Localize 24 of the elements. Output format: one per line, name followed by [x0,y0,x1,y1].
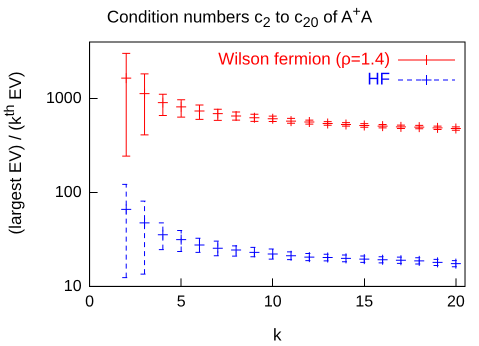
x-tick-label: 10 [264,293,282,310]
x-axis-title: k [273,325,282,344]
point [395,121,406,132]
point [267,113,278,124]
point [377,120,388,132]
y-tick-label: 10 [64,278,82,295]
point [432,122,444,134]
legend-label: HF [367,70,390,89]
y-tick-label: 1000 [46,90,82,107]
x-tick-label: 0 [85,293,94,310]
chart-title: Condition numbers c$_{2}$ to c$_{20}$ of A$^{+}$A [106,4,374,32]
point [358,120,370,131]
legend-label: Wilson fermion (ρ=1.4) [218,50,390,69]
point [304,116,315,128]
x-tick-label: 20 [446,293,465,310]
point [286,116,297,127]
point [414,122,425,133]
x-tick-label: 5 [176,293,186,310]
x-tick-label: 15 [355,293,374,310]
point [340,118,352,130]
point [176,234,187,246]
y-tick-label: 100 [54,184,82,201]
point [322,118,334,130]
point [450,122,462,134]
